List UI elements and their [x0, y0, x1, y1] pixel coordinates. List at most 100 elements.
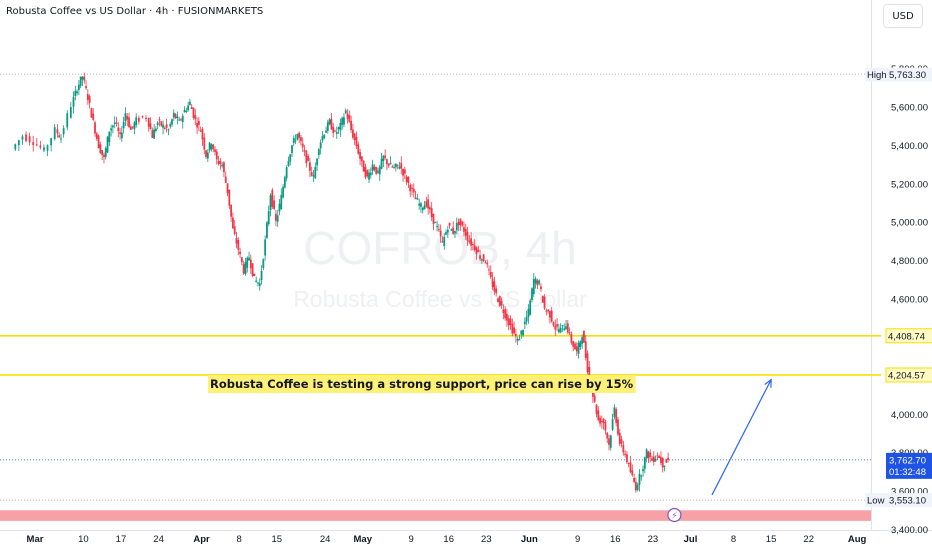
- last-price-text: 3,762.70: [889, 455, 926, 466]
- candle-body: [600, 421, 603, 423]
- candle-body: [636, 484, 639, 490]
- candle-body: [368, 172, 370, 180]
- candle-body: [532, 278, 535, 295]
- candle-body: [667, 457, 670, 460]
- candle-body: [246, 257, 249, 268]
- candle-body: [328, 119, 331, 125]
- candle-body: [651, 458, 653, 461]
- candle-body: [153, 129, 156, 139]
- candle-body: [76, 91, 78, 94]
- level-badge-1: [885, 328, 932, 344]
- candle-body: [251, 263, 254, 276]
- x-tick-label: 24: [320, 534, 331, 545]
- currency-button[interactable]: USD: [883, 4, 923, 28]
- level-badge-text-1: 4,408.74: [888, 331, 925, 342]
- candle-body: [645, 449, 648, 459]
- candle-body: [439, 230, 442, 237]
- candle-body: [296, 134, 299, 140]
- candle-body: [463, 227, 465, 232]
- candle-body: [488, 269, 490, 271]
- candle-body: [294, 140, 297, 142]
- candle-body: [391, 166, 394, 168]
- candle-body: [352, 129, 354, 138]
- candle-body: [160, 121, 163, 126]
- y-tick-label: 4,600.00: [891, 295, 928, 306]
- candle-body: [269, 195, 272, 211]
- candle-body: [203, 137, 206, 150]
- candle-body: [445, 232, 447, 235]
- candle-body: [214, 149, 216, 152]
- candle-body: [334, 130, 336, 132]
- candle-body: [343, 117, 345, 125]
- candle-body: [239, 251, 241, 254]
- candle-body: [115, 122, 118, 124]
- candle-body: [414, 197, 417, 200]
- candle-body: [459, 218, 462, 226]
- candle-body: [386, 159, 388, 165]
- candle-body: [244, 262, 247, 275]
- candle-body: [104, 148, 107, 158]
- candle-body: [624, 453, 627, 456]
- candle-body: [32, 142, 35, 146]
- candle-body: [228, 189, 231, 206]
- candle-body: [364, 166, 367, 178]
- candle-body: [119, 132, 121, 134]
- candle-body: [316, 158, 318, 166]
- candle-body: [599, 417, 601, 424]
- annotation-text: Robusta Coffee is testing a strong suppo…: [210, 377, 634, 391]
- candle-body: [249, 259, 252, 269]
- candle-body: [595, 404, 598, 415]
- candle-body: [141, 116, 144, 118]
- candle-body: [566, 323, 569, 333]
- candle-body: [66, 113, 69, 128]
- candle-body: [131, 126, 134, 128]
- candle-body: [335, 131, 338, 134]
- symbol-title: Robusta Coffee vs US Dollar · 4h · FUSIO…: [6, 6, 264, 17]
- x-tick-label: 15: [766, 534, 777, 545]
- candle-body: [375, 166, 378, 174]
- candle-body: [615, 409, 618, 423]
- candle-body: [575, 346, 578, 352]
- candle-body: [541, 295, 544, 303]
- x-tick-label: 16: [610, 534, 621, 545]
- x-tick-label: 23: [648, 534, 659, 545]
- candle-body: [278, 203, 281, 212]
- candle-body: [484, 262, 487, 264]
- candle-body: [489, 271, 492, 278]
- candle-body: [430, 208, 433, 218]
- candle-body: [412, 188, 415, 193]
- candle-body: [271, 189, 274, 207]
- candle-body: [39, 145, 42, 148]
- candle-body: [43, 147, 45, 151]
- candle-body: [185, 110, 188, 112]
- candle-body: [56, 129, 59, 134]
- y-tick-label: 4,800.00: [891, 256, 928, 267]
- candle-body: [584, 341, 587, 358]
- event-marker: [667, 507, 682, 523]
- candle-body: [310, 172, 313, 176]
- candle-body: [588, 366, 591, 378]
- candle-body: [378, 166, 381, 175]
- last-price-badge: [886, 452, 932, 479]
- candle-body: [565, 326, 567, 330]
- candle-body: [511, 323, 514, 334]
- candle-body: [470, 238, 473, 246]
- candle-body: [450, 229, 453, 231]
- candle-body: [242, 264, 245, 274]
- candle-body: [520, 330, 523, 335]
- candle-body: [223, 162, 225, 173]
- candle-body: [577, 342, 580, 354]
- candle-body: [189, 101, 191, 106]
- y-tick-label: 5,600.00: [891, 102, 928, 113]
- candle-body: [224, 176, 227, 183]
- candle-body: [350, 120, 353, 130]
- candle-body: [448, 222, 451, 226]
- high-tag-text: High: [867, 70, 887, 81]
- candle-body: [348, 115, 351, 122]
- candle-body: [344, 110, 347, 114]
- candle-body: [513, 327, 515, 334]
- candle-body: [455, 223, 458, 231]
- candle-body: [471, 244, 474, 246]
- candle-body: [112, 125, 114, 128]
